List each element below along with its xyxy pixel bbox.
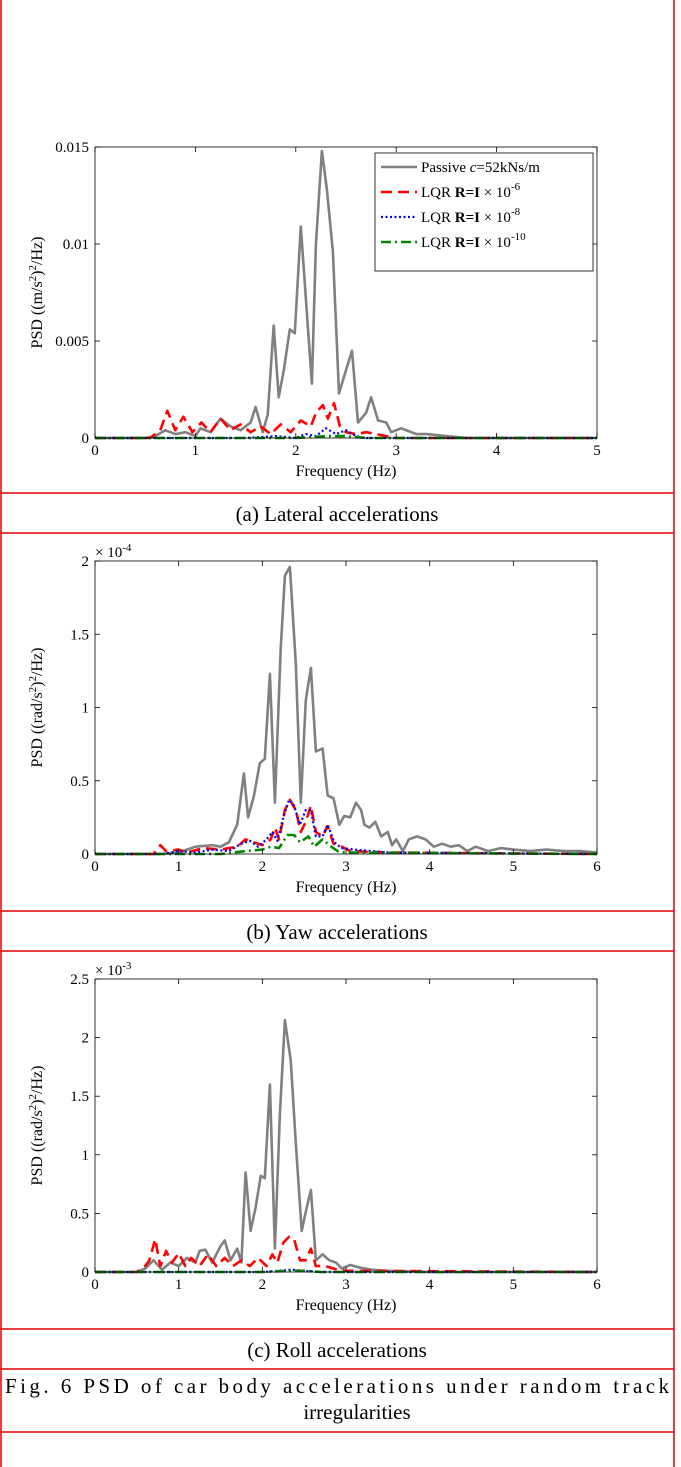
axes-box xyxy=(94,146,598,439)
x-tick-label: 0 xyxy=(91,1277,99,1293)
figure-caption-line2: irregularities xyxy=(303,1400,410,1424)
figure-caption-line1: Fig. 6 PSD of car body accelerations und… xyxy=(5,1374,669,1398)
x-tick-label: 4 xyxy=(426,859,434,875)
series-line-3 xyxy=(95,1269,597,1274)
y-tick-label: 2 xyxy=(82,1031,90,1047)
y-tick-label: 0 xyxy=(82,431,90,447)
y-tick-label: 0 xyxy=(82,847,90,863)
y-tick-label: 2.5 xyxy=(70,972,89,988)
y-tick-label: 0.01 xyxy=(63,237,89,253)
x-tick-label: 0 xyxy=(91,859,99,875)
y-tick-label: 1 xyxy=(82,1148,90,1164)
x-tick-label: 3 xyxy=(392,443,400,459)
y-exponent-label: × 10-3 xyxy=(95,960,132,979)
series-line-1 xyxy=(95,1235,598,1274)
x-tick-label: 2 xyxy=(259,859,267,875)
y-tick-label: 1.5 xyxy=(70,1089,89,1105)
y-tick-label: 0.5 xyxy=(70,1206,89,1222)
legend-box xyxy=(374,152,594,272)
x-tick-label: 3 xyxy=(342,1277,350,1293)
chart-2: 0 1 2 3 4 5 6 0 0.5 1 1.5 2 2.5 × 10-3 Frequency (Hz) P… xyxy=(27,960,601,1314)
series-line-0 xyxy=(95,1018,597,1274)
y-axis-label: PSD ((m/s2)2/Hz) xyxy=(27,237,46,349)
y-tick-label: 0.015 xyxy=(55,140,89,156)
legend-entry-0: Passive c=52kNs/m xyxy=(421,160,540,176)
series-line-3 xyxy=(95,833,598,856)
y-tick-label: 2 xyxy=(82,554,90,570)
legend-entry-2: LQR R=I × 10-8 xyxy=(421,206,521,226)
subcaption-b: (b) Yaw accelerations xyxy=(246,920,427,944)
series-line-0 xyxy=(95,565,598,856)
x-tick-label: 1 xyxy=(192,443,200,459)
x-tick-label: 2 xyxy=(292,443,300,459)
x-axis-label: Frequency (Hz) xyxy=(296,879,397,896)
x-tick-label: 6 xyxy=(593,1277,601,1293)
subcaption-c: (c) Roll accelerations xyxy=(247,1338,427,1362)
x-tick-label: 1 xyxy=(175,859,183,875)
y-tick-label: 1.5 xyxy=(70,627,89,643)
x-tick-label: 0 xyxy=(91,443,99,459)
x-tick-label: 2 xyxy=(259,1277,267,1293)
x-tick-label: 5 xyxy=(510,859,518,875)
x-tick-label: 1 xyxy=(175,1277,183,1293)
x-tick-label: 3 xyxy=(342,859,350,875)
y-axis-label: PSD ((rad/s2)2/Hz) xyxy=(27,1066,46,1186)
x-axis-label: Frequency (Hz) xyxy=(296,1297,397,1314)
plots-layer: 0 1 2 3 4 5 0 0.005 0.01 0.015 Frequency (Hz) PSD (… xyxy=(27,140,601,1314)
plot-area xyxy=(95,979,597,1272)
series-line-0 xyxy=(95,149,597,440)
legend-entry-3: LQR R=I × 10-10 xyxy=(421,231,526,251)
x-tick-label: 6 xyxy=(593,859,601,875)
chart-legend: Passive c=52kNs/m LQR R=I × 10-6 LQR R=I ×… xyxy=(374,152,594,272)
x-axis-label: Frequency (Hz) xyxy=(296,463,397,480)
legend-entry-1: LQR R=I × 10-6 xyxy=(421,181,521,201)
y-exponent-label: × 10-4 xyxy=(95,542,132,561)
y-tick-label: 0.5 xyxy=(70,774,89,790)
x-tick-label: 5 xyxy=(593,443,601,459)
y-tick-label: 0 xyxy=(82,1265,90,1281)
y-tick-label: 0.005 xyxy=(55,334,89,350)
x-tick-label: 4 xyxy=(493,443,501,459)
y-axis-label: PSD ((rad/s2)2/Hz) xyxy=(27,648,46,768)
x-tick-label: 4 xyxy=(426,1277,434,1293)
plot-area xyxy=(95,561,597,854)
series-line-2 xyxy=(95,798,598,856)
chart-1: 0 1 2 3 4 5 6 0 0.5 1 1.5 2 × 10-4 Frequency (Hz) PSD … xyxy=(27,542,601,896)
subcaption-a: (a) Lateral accelerations xyxy=(236,502,439,526)
x-tick-label: 5 xyxy=(510,1277,518,1293)
series-line-1 xyxy=(95,798,598,856)
series-line-1 xyxy=(95,401,597,440)
y-tick-label: 1 xyxy=(82,701,90,717)
